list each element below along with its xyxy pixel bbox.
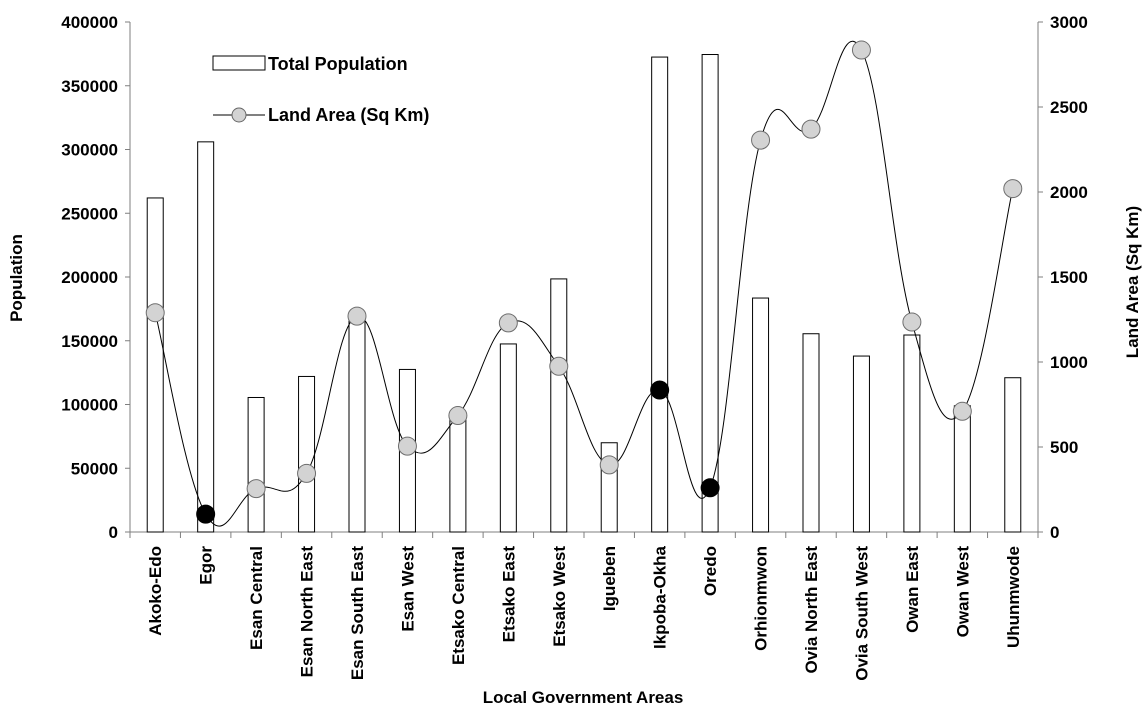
population-bar — [903, 334, 921, 533]
population-bar — [752, 297, 770, 533]
y-axis-title: Population — [7, 234, 26, 322]
y2-tick-label: 1000 — [1050, 353, 1088, 372]
y-tick-label: 200000 — [61, 268, 118, 287]
x-category-label: Etsako East — [499, 546, 518, 643]
x-category-label: Orhionmwon — [752, 546, 771, 651]
land-area-point — [549, 356, 569, 376]
population-bar — [146, 197, 164, 533]
land-area-line — [145, 40, 1023, 527]
x-category-label: Esan West — [398, 546, 417, 632]
x-axis: Akoko-Edo Egor Esan Central Esan North East… — [129, 531, 1039, 681]
y2-tick-label: 500 — [1050, 438, 1078, 457]
x-axis-title: Local Government Areas — [483, 688, 684, 707]
x-category-label: Esan North East — [298, 546, 317, 678]
population-bar — [298, 375, 316, 533]
population-bar — [651, 56, 669, 533]
y-tick-label: 0 — [109, 523, 118, 542]
land-area-point — [851, 40, 871, 60]
y2-tick-label: 1500 — [1050, 268, 1088, 287]
legend-bar-swatch — [212, 55, 266, 71]
x-category-label: Esan South East — [348, 546, 367, 680]
land-area-point — [1003, 179, 1023, 199]
x-category-label: Akoko-Edo — [146, 546, 165, 636]
x-category-label: Etsako Central — [449, 546, 468, 665]
land-area-point — [196, 504, 216, 524]
land-area-point — [599, 455, 619, 475]
population-bar — [550, 278, 568, 533]
y-tick-label: 100000 — [61, 396, 118, 415]
land-area-point — [498, 313, 518, 333]
x-category-label: Esan Central — [247, 546, 266, 650]
land-area-point — [347, 306, 367, 326]
population-bar — [953, 405, 971, 533]
x-category-label: Uhunmwode — [1004, 546, 1023, 648]
legend-label-land-area: Land Area (Sq Km) — [268, 105, 429, 125]
land-area-point — [650, 380, 670, 400]
y-axis-left: 0 50000 100000 150000 200000 250000 300000 3500… — [61, 13, 131, 542]
y2-axis-title: Land Area (Sq Km) — [1123, 206, 1142, 358]
y2-tick-label: 2000 — [1050, 183, 1088, 202]
x-category-label: Ovia South West — [852, 546, 871, 681]
population-bar — [499, 343, 517, 533]
legend: Total Population Land Area (Sq Km) — [212, 54, 429, 125]
population-bar — [701, 54, 719, 533]
x-category-label: Ikpoba-Okha — [651, 545, 670, 649]
land-area-point — [700, 478, 720, 498]
land-area-point — [801, 119, 821, 139]
y-tick-label: 150000 — [61, 332, 118, 351]
population-bar — [197, 141, 215, 533]
legend-marker-swatch — [231, 107, 247, 123]
legend-label-population: Total Population — [268, 54, 408, 74]
land-area-point — [902, 312, 922, 332]
y2-tick-label: 3000 — [1050, 13, 1088, 32]
y2-tick-label: 0 — [1050, 523, 1059, 542]
y-tick-label: 350000 — [61, 77, 118, 96]
land-area-point — [751, 130, 771, 150]
y-tick-label: 50000 — [71, 459, 118, 478]
land-area-point — [246, 479, 266, 499]
population-bar — [449, 411, 467, 533]
y-tick-label: 400000 — [61, 13, 118, 32]
population-bars — [146, 54, 1022, 533]
x-category-label: Igueben — [600, 546, 619, 611]
y-axis-right: 0 500 1000 1500 2000 2500 3000 — [1037, 13, 1088, 542]
x-category-label: Egor — [197, 546, 216, 585]
y-tick-label: 250000 — [61, 204, 118, 223]
land-area-point — [145, 303, 165, 323]
land-area-point — [448, 406, 468, 426]
x-category-label: Ovia North East — [802, 546, 821, 674]
land-area-point — [952, 401, 972, 421]
x-category-label: Owan East — [903, 546, 922, 633]
population-bar — [802, 333, 820, 533]
population-bar — [247, 396, 265, 533]
y2-tick-label: 2500 — [1050, 98, 1088, 117]
population-bar — [1004, 377, 1022, 533]
y-tick-label: 300000 — [61, 141, 118, 160]
x-category-label: Etsako West — [550, 546, 569, 647]
x-category-label: Owan West — [953, 546, 972, 638]
land-area-point — [397, 436, 417, 456]
x-category-label: Oredo — [701, 546, 720, 596]
population-bar — [348, 318, 366, 533]
population-bar — [852, 355, 870, 533]
land-area-point — [297, 463, 317, 483]
